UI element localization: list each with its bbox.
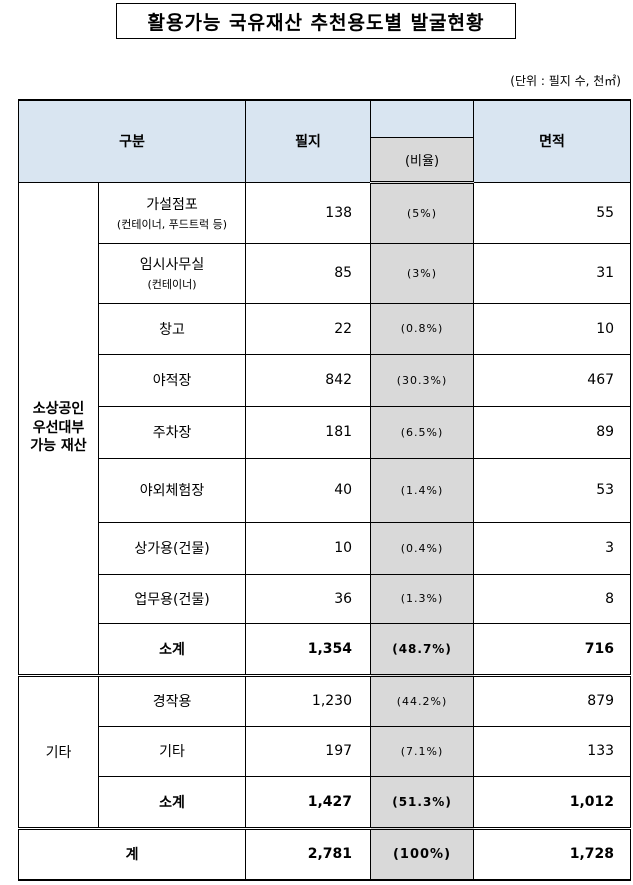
subtotal-row: 소계 1,354 (48.7%) 716 [19, 622, 632, 676]
status-table: 구분 필지 면적 (비율) 소상공인 우선대부 가능 재산 가설점포 (컨테이너… [17, 99, 632, 881]
table-row: 임시사무실 (컨테이너) 85 (3%) 31 [19, 242, 632, 304]
ratio-cell: (30.3%) [370, 353, 475, 407]
subtotal-label: 소계 [97, 775, 247, 829]
area-cell: 55 [473, 181, 632, 244]
header-parcels: 필지 [245, 99, 372, 183]
header-category: 구분 [17, 99, 247, 183]
page-title: 활용가능 국유재산 추천용도별 발굴현황 [116, 3, 516, 39]
ratio-cell: (7.1%) [370, 725, 475, 777]
header-ratio: (비율) [370, 136, 475, 184]
parcels-cell: 85 [245, 242, 372, 304]
row-label: 야적장 [97, 353, 247, 407]
parcels-cell: 36 [245, 573, 372, 624]
area-cell: 1,728 [473, 826, 632, 881]
ratio-cell: (6.5%) [370, 405, 475, 459]
ratio-cell: (0.4%) [370, 521, 475, 575]
row-sublabel: (컨테이너) [147, 278, 197, 291]
row-label: 가설점포 (컨테이너, 푸드트럭 등) [97, 181, 247, 244]
group-line: 우선대부 [32, 419, 85, 436]
table-row: 야외체험장 40 (1.4%) 53 [19, 457, 632, 523]
ratio-cell: (1.3%) [370, 573, 475, 624]
row-label: 상가용(건물) [97, 521, 247, 575]
ratio-cell: (48.7%) [370, 622, 475, 676]
area-cell: 31 [473, 242, 632, 304]
group-line: 소상공인 [32, 400, 85, 417]
total-label: 계 [17, 826, 247, 881]
table-row: 소상공인 우선대부 가능 재산 가설점포 (컨테이너, 푸드트럭 등) 138 … [18, 181, 632, 676]
group-name-small-business: 소상공인 우선대부 가능 재산 [18, 181, 99, 676]
table-row: 창고 22 (0.8%) 10 [19, 302, 632, 355]
area-cell: 89 [473, 405, 632, 459]
row-label-text: 임시사무실 [139, 257, 205, 273]
group-name-other: 기타 [18, 673, 99, 829]
area-cell: 53 [473, 457, 632, 523]
ratio-cell: (100%) [370, 826, 475, 881]
ratio-cell: (5%) [370, 181, 475, 244]
parcels-cell: 1,230 [245, 673, 372, 727]
area-cell: 467 [473, 353, 632, 407]
area-cell: 10 [473, 302, 632, 355]
group-line: 가능 재산 [30, 438, 87, 455]
parcels-cell: 40 [245, 457, 372, 523]
row-label-text: 가설점포 [146, 196, 198, 213]
total-row: 계 2,781 (100%) 1,728 [17, 826, 632, 881]
parcels-cell: 2,781 [245, 826, 372, 881]
ratio-cell: (51.3%) [370, 775, 475, 829]
area-cell: 8 [473, 573, 632, 624]
table-row: 업무용(건물) 36 (1.3%) 8 [19, 573, 632, 624]
area-cell: 133 [473, 725, 632, 777]
parcels-cell: 1,427 [245, 775, 372, 829]
row-label: 임시사무실 (컨테이너) [97, 242, 247, 304]
table-row: 주차장 181 (6.5%) 89 [19, 405, 632, 459]
area-cell: 879 [473, 673, 632, 727]
subtotal-row: 소계 1,427 (51.3%) 1,012 [19, 775, 632, 829]
row-label: 경작용 [97, 673, 247, 727]
row-label: 주차장 [97, 405, 247, 459]
row-sublabel: (컨테이너, 푸드트럭 등) [116, 217, 228, 231]
area-cell: 3 [473, 521, 632, 575]
table-row: 상가용(건물) 10 (0.4%) 3 [19, 521, 632, 575]
parcels-cell: 138 [245, 181, 372, 244]
parcels-cell: 10 [245, 521, 372, 575]
parcels-cell: 22 [245, 302, 372, 355]
header-ratio-top [370, 99, 475, 138]
subtotal-label: 소계 [97, 622, 247, 676]
table-row: 기타 경작용 1,230 (44.2%) 879 [18, 673, 632, 829]
table-row: 야적장 842 (30.3%) 467 [19, 353, 632, 407]
table-row: 기타 197 (7.1%) 133 [19, 725, 632, 777]
parcels-cell: 842 [245, 353, 372, 407]
ratio-cell: (1.4%) [370, 457, 475, 523]
row-label: 기타 [97, 725, 247, 777]
row-label: 업무용(건물) [97, 573, 247, 624]
parcels-cell: 181 [245, 405, 372, 459]
ratio-cell: (0.8%) [370, 302, 475, 355]
ratio-cell: (3%) [370, 242, 475, 304]
area-cell: 1,012 [473, 775, 632, 829]
row-label: 창고 [97, 302, 247, 355]
header-area: 면적 [473, 99, 632, 183]
parcels-cell: 197 [245, 725, 372, 777]
row-label: 야외체험장 [97, 457, 247, 523]
parcels-cell: 1,354 [245, 622, 372, 676]
unit-note: (단위 : 필지 수, 천㎡) [510, 74, 621, 88]
area-cell: 716 [473, 622, 632, 676]
ratio-cell: (44.2%) [370, 673, 475, 727]
